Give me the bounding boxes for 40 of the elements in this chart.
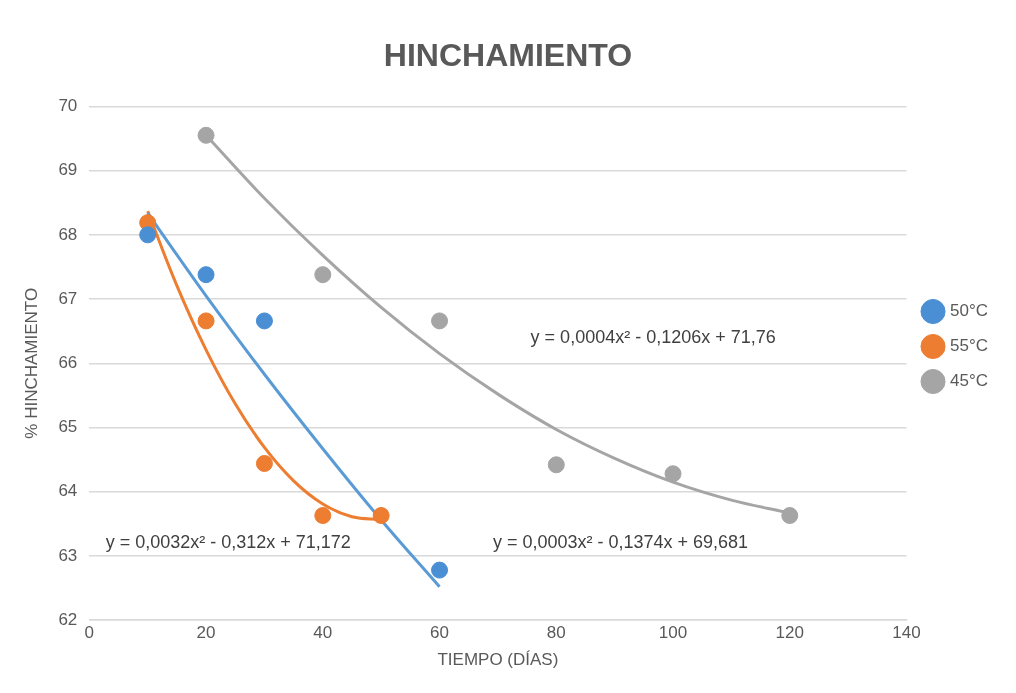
x-tick-label: 0 xyxy=(84,623,95,643)
y-tick-label: 70 xyxy=(58,96,78,116)
y-axis-title: % HINCHAMIENTO xyxy=(21,287,41,439)
x-tick-label: 20 xyxy=(196,623,216,643)
y-tick-label: 62 xyxy=(58,609,78,629)
point xyxy=(664,465,682,483)
point xyxy=(255,454,273,472)
y-tick-label: 68 xyxy=(58,224,78,244)
annotation: y = 0,0032x² - 0,312x + 71,172 xyxy=(105,532,351,553)
y-tick-label: 67 xyxy=(58,288,78,308)
x-tick-label: 120 xyxy=(775,623,804,643)
point xyxy=(197,126,215,144)
point xyxy=(197,312,215,330)
point xyxy=(139,226,157,244)
point xyxy=(431,312,449,330)
x-tick-label: 40 xyxy=(313,623,333,643)
annotation: y = 0,0003x² - 0,1374x + 69,681 xyxy=(492,532,749,553)
point xyxy=(255,312,273,330)
chart-title: HINCHAMIENTO xyxy=(383,37,633,74)
annotation: y = 0,0004x² - 0,1206x + 71,76 xyxy=(530,326,776,347)
point xyxy=(314,507,332,525)
x-axis-title: TIEMPO (DÍAS) xyxy=(437,650,559,670)
point xyxy=(197,266,215,284)
x-tick-label: 100 xyxy=(658,623,688,643)
y-tick-label: 64 xyxy=(58,481,78,501)
point xyxy=(372,507,390,525)
legend-label: 45°C xyxy=(950,371,988,391)
y-tick-label: 69 xyxy=(58,160,78,180)
point xyxy=(781,507,799,525)
x-tick-label: 60 xyxy=(430,623,449,643)
x-tick-label: 80 xyxy=(546,623,566,643)
point xyxy=(314,266,332,284)
y-tick-label: 65 xyxy=(58,417,78,437)
point xyxy=(547,456,565,474)
x-tick-label: 140 xyxy=(892,623,921,643)
y-tick-label: 66 xyxy=(58,352,78,372)
legend-label: 55°C xyxy=(950,336,988,356)
point xyxy=(431,561,449,579)
y-tick-label: 63 xyxy=(58,545,78,565)
legend-label: 50°C xyxy=(950,301,988,321)
